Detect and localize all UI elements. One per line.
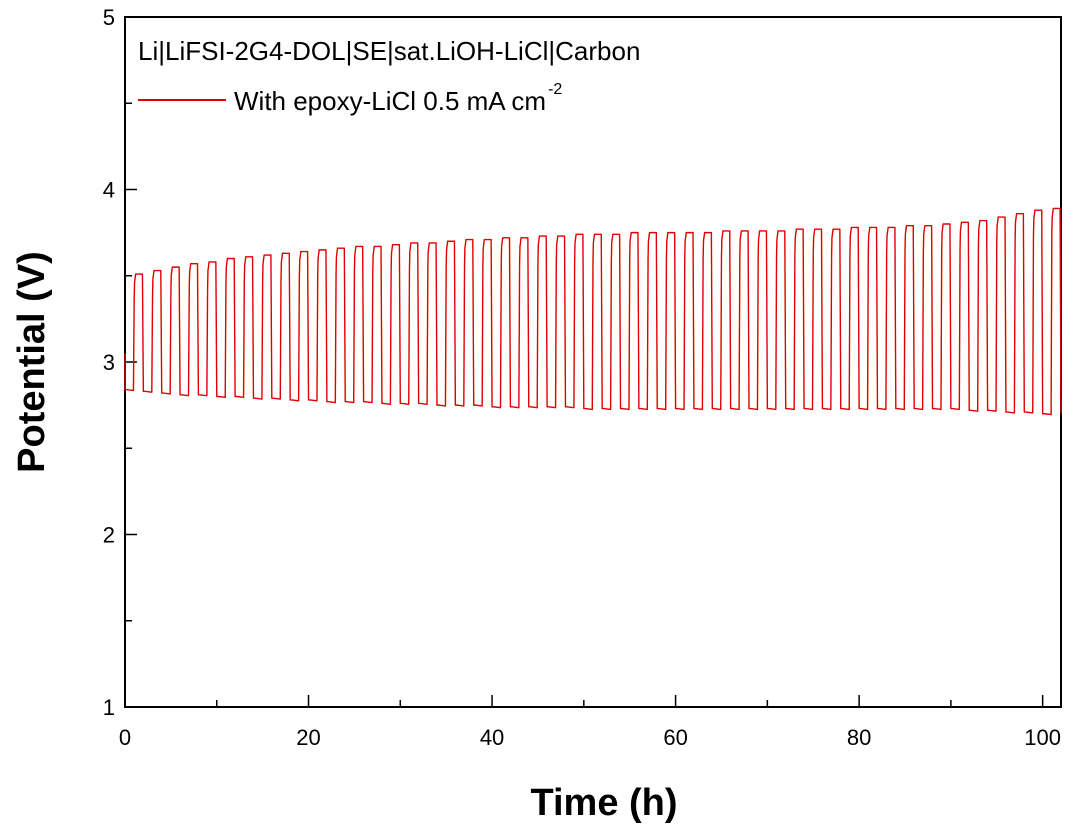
y-axis-ticks <box>125 16 137 708</box>
series-line-with-epoxy-licl <box>124 207 1062 416</box>
y-tick-label: 1 <box>103 695 115 720</box>
x-tick-label: 40 <box>480 725 504 750</box>
y-tick-label: 4 <box>103 178 115 203</box>
x-axis-title: Time (h) <box>530 782 677 824</box>
y-tick-label: 3 <box>103 350 115 375</box>
x-axis-ticks <box>124 695 1044 707</box>
legend-header: Li|LiFSI-2G4-DOL|SE|sat.LiOH-LiCl|Carbon <box>138 36 640 66</box>
x-tick-label: 0 <box>119 725 131 750</box>
y-tick-label: 2 <box>103 523 115 548</box>
y-axis-tick-labels: 1 2 3 4 5 <box>103 5 115 720</box>
x-tick-label: 80 <box>847 725 871 750</box>
x-tick-label: 20 <box>296 725 320 750</box>
legend-entry-label: With epoxy-LiCl 0.5 mA cm <box>234 86 546 116</box>
x-tick-label: 100 <box>1024 725 1061 750</box>
y-axis-title: Potential (V) <box>11 251 53 473</box>
legend-entry-superscript: -2 <box>548 81 562 98</box>
x-tick-label: 60 <box>663 725 687 750</box>
y-tick-label: 5 <box>103 5 115 30</box>
series-group <box>124 207 1062 416</box>
x-axis-tick-labels: 0 20 40 60 80 100 <box>119 725 1061 750</box>
